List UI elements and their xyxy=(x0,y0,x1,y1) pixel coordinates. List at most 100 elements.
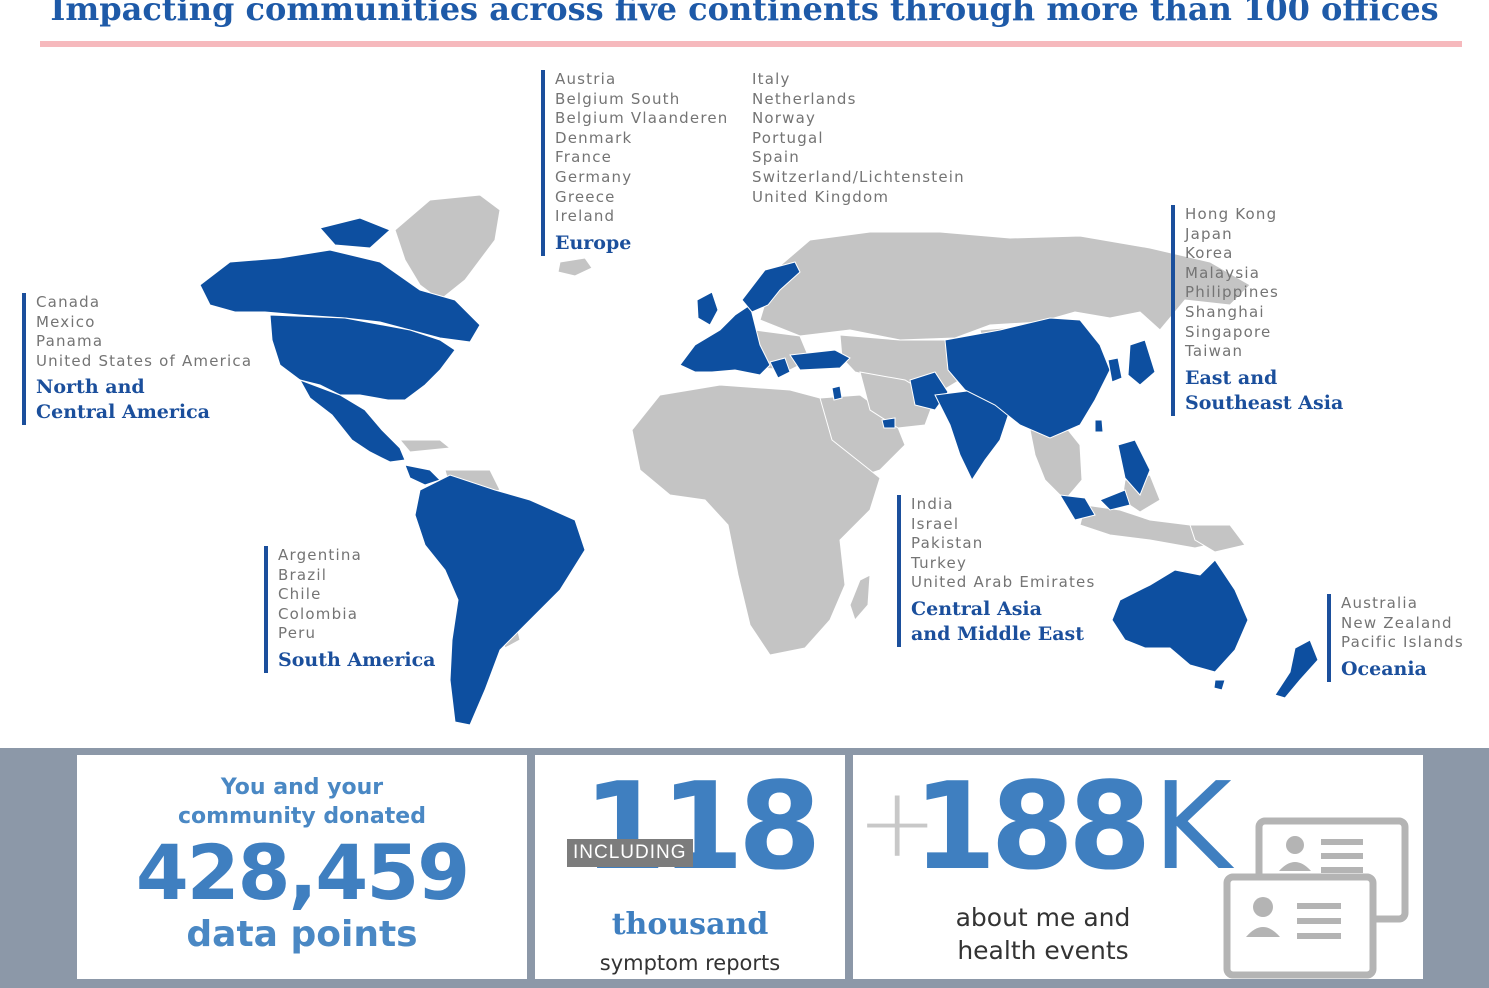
country-item: Pacific Islands xyxy=(1341,633,1464,652)
page-title: Impacting communities across five contin… xyxy=(50,0,1439,28)
country-item: New Zealand xyxy=(1341,613,1453,632)
country-item: France xyxy=(555,148,613,167)
including-badge: INCLUDING xyxy=(567,839,693,867)
donated-unit: data points xyxy=(186,914,418,955)
profile-card-icon xyxy=(1223,817,1409,979)
country-item: Korea xyxy=(1185,244,1234,263)
donated-number: 428,459 xyxy=(135,828,470,917)
country-item: Brazil xyxy=(278,565,328,584)
country-item: Austria xyxy=(555,70,617,88)
region-name-line2: Southeast Asia xyxy=(1185,391,1344,414)
scandinavia-shape xyxy=(741,261,801,313)
south-america-shape xyxy=(414,474,586,726)
new-zealand-shape xyxy=(1274,639,1319,699)
uae-shape xyxy=(881,417,896,429)
about-me-suffix: K xyxy=(1153,758,1232,897)
mexico-shape xyxy=(298,379,406,463)
japan-shape xyxy=(1127,339,1156,386)
greece-shape xyxy=(769,357,791,379)
europe-shape xyxy=(679,304,771,376)
title-underline xyxy=(40,41,1462,47)
country-item: Argentina xyxy=(278,546,362,564)
turkey-shape xyxy=(789,349,851,371)
country-item: Ireland xyxy=(555,207,616,226)
country-item: Spain xyxy=(752,148,800,167)
caribbean-shape xyxy=(398,439,452,453)
stat-panel-symptoms: 118 INCLUDING thousand symptom reports xyxy=(535,755,845,979)
country-item: Belgium Vlaanderen xyxy=(555,109,729,128)
stat-panel-donated: You and your community donated 428,459 d… xyxy=(77,755,527,979)
symptoms-caption: symptom reports xyxy=(599,951,781,975)
tasmania-shape xyxy=(1213,679,1226,691)
region-name-line1: Central Asia xyxy=(911,597,1042,620)
china-shape xyxy=(944,317,1111,439)
region-south-america: Argentina Brazil Chile Colombia Peru Sou… xyxy=(264,546,435,673)
taiwan-shape xyxy=(1094,419,1104,433)
country-item: Australia xyxy=(1341,594,1419,612)
country-item: Italy xyxy=(752,70,791,88)
country-item: Norway xyxy=(752,109,817,128)
canada-shape xyxy=(199,249,481,343)
country-usa: United States of America xyxy=(36,351,253,370)
arctic-islands-shape xyxy=(319,217,391,249)
country-item: Belgium South xyxy=(555,89,681,108)
uk-shape xyxy=(696,291,719,326)
country-item: Greece xyxy=(555,187,616,206)
country-item: Peru xyxy=(278,624,317,643)
about-me-number: 188 xyxy=(913,758,1151,897)
region-name-line2: Central America xyxy=(36,401,210,424)
country-item: Colombia xyxy=(278,604,359,623)
russia-shape xyxy=(759,231,1251,341)
region-name: Europe xyxy=(555,231,632,254)
israel-shape xyxy=(831,385,843,401)
region-oceania: Australia New Zealand Pacific Islands Oc… xyxy=(1327,594,1464,682)
malaysia-borneo-shape xyxy=(1099,489,1131,511)
stat-panel-about-me: + 188 K about me and health events xyxy=(853,755,1423,979)
about-me-caption-2: health events xyxy=(957,936,1129,965)
country-item: Germany xyxy=(555,167,633,186)
country-item: Hong Kong xyxy=(1185,205,1278,223)
country-panama: Panama xyxy=(36,332,104,351)
about-me-caption-1: about me and xyxy=(955,903,1131,932)
country-item: Singapore xyxy=(1185,322,1272,341)
region-east-asia: Hong Kong Japan Korea Malaysia Philippin… xyxy=(1171,205,1343,416)
country-item: Shanghai xyxy=(1185,302,1265,321)
country-item: Chile xyxy=(278,585,322,604)
country-item: India xyxy=(911,495,954,513)
region-name: South America xyxy=(278,648,436,671)
country-item: Pakistan xyxy=(911,534,984,553)
country-item: United Arab Emirates xyxy=(911,573,1096,592)
madagascar-shape xyxy=(849,574,871,621)
country-item: Switzerland/Lichtenstein xyxy=(752,167,965,186)
png-shape xyxy=(1189,524,1246,553)
region-name-line1: East and xyxy=(1185,366,1278,389)
country-item: United Kingdom xyxy=(752,187,890,206)
iran-shape xyxy=(859,371,936,429)
region-europe: Austria Belgium South Belgium Vlaanderen… xyxy=(541,70,965,256)
country-item: Denmark xyxy=(555,128,633,147)
philippines-shape xyxy=(1117,439,1151,496)
country-item: Israel xyxy=(911,514,960,533)
symptoms-unit: thousand xyxy=(611,907,769,942)
iceland-shape xyxy=(557,257,593,277)
country-item: Taiwan xyxy=(1185,342,1244,361)
country-item: Japan xyxy=(1185,224,1233,243)
panama-shape xyxy=(404,464,441,486)
country-item: Netherlands xyxy=(752,89,857,108)
country-item: Turkey xyxy=(911,553,968,572)
region-name-line2: and Middle East xyxy=(911,622,1085,645)
usa-shape xyxy=(269,314,456,401)
korea-shape xyxy=(1107,357,1123,383)
world-map xyxy=(199,194,1319,726)
region-name: Oceania xyxy=(1341,657,1427,680)
symptoms-number: 118 xyxy=(583,758,821,897)
country-mexico: Mexico xyxy=(36,312,96,331)
stats-band: You and your community donated 428,459 d… xyxy=(0,748,1489,988)
country-item: Portugal xyxy=(752,128,824,147)
region-north-america: Canada Mexico Panama United States of Am… xyxy=(22,293,253,426)
country-item: Philippines xyxy=(1185,283,1280,302)
country-canada: Canada xyxy=(36,293,101,311)
plus-sign: + xyxy=(857,767,938,879)
malaysia-shape xyxy=(1059,494,1096,521)
greenland-shape xyxy=(394,194,501,301)
